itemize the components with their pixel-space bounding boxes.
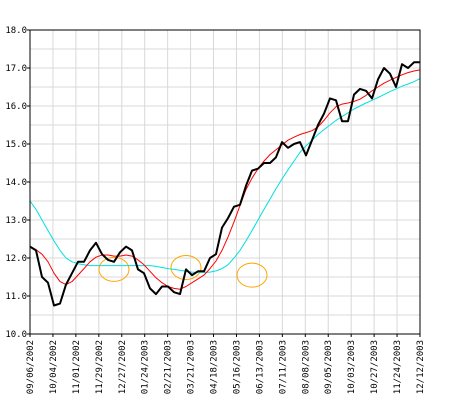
x-tick-label: 02/21/2003 bbox=[164, 340, 174, 394]
x-tick-label: 11/01/2002 bbox=[72, 340, 82, 394]
y-tick-label: 10.0 bbox=[5, 330, 27, 340]
y-tick-label: 15.0 bbox=[5, 140, 27, 150]
x-tick-label: 11/24/2003 bbox=[393, 340, 403, 394]
y-tick-label: 17.0 bbox=[5, 64, 27, 74]
y-axis-ticks: 10.0 11.0 12.0 13.0 14.0 15.0 16.0 17.0 18.0 bbox=[5, 26, 30, 340]
annotation-ellipse bbox=[98, 256, 130, 282]
x-tick-label: 12/12/2003 bbox=[416, 340, 426, 394]
y-tick-label: 18.0 bbox=[5, 26, 27, 36]
x-tick-label: 04/18/2003 bbox=[210, 340, 220, 394]
y-tick-label: 12.0 bbox=[5, 254, 27, 264]
x-tick-label: 09/05/2003 bbox=[324, 340, 334, 394]
annotation-layer bbox=[98, 255, 268, 288]
x-tick-label: 10/27/2003 bbox=[370, 340, 380, 394]
annotation-ellipse bbox=[236, 262, 268, 288]
x-tick-label: 11/29/2002 bbox=[95, 340, 105, 394]
x-tick-label: 07/11/2003 bbox=[278, 340, 288, 394]
series-line-0 bbox=[29, 61, 420, 307]
x-tick-label: 10/03/2003 bbox=[347, 340, 357, 394]
x-tick-label: 12/27/2002 bbox=[118, 340, 128, 394]
x-tick-label: 05/16/2003 bbox=[232, 340, 242, 394]
x-tick-label: 10/04/2002 bbox=[49, 340, 59, 394]
x-axis-ticks: 09/06/2002 10/04/2002 11/01/2002 11/29/2002… bbox=[26, 334, 426, 394]
x-tick-label: 03/21/2003 bbox=[187, 340, 197, 394]
y-tick-label: 13.0 bbox=[5, 216, 27, 226]
grid-layer bbox=[29, 29, 421, 335]
y-tick-label: 11.0 bbox=[5, 292, 27, 302]
y-tick-label: 14.0 bbox=[5, 178, 27, 188]
series-line-2 bbox=[29, 78, 421, 273]
x-tick-label: 06/13/2003 bbox=[255, 340, 265, 394]
x-tick-label: 09/06/2002 bbox=[26, 340, 36, 394]
x-tick-label: 08/08/2003 bbox=[301, 340, 311, 394]
x-tick-label: 01/24/2003 bbox=[141, 340, 151, 394]
series-line-1 bbox=[29, 69, 421, 290]
series-layer bbox=[29, 61, 421, 307]
annotation-ellipse bbox=[170, 255, 202, 280]
y-tick-label: 16.0 bbox=[5, 102, 27, 112]
